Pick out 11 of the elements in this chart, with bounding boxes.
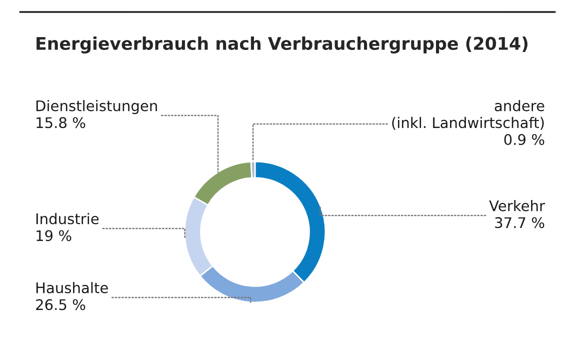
chart-title: Energieverbrauch nach Verbrauchergruppe (2014) [36,36,528,54]
data-label: 15.8 % [36,117,86,128]
slice-label: Verkehr [489,200,545,212]
data-label: 26.5 % [36,299,86,310]
data-label: 19 % [36,230,72,242]
slice-label: andere (inkl. Landwirtschaft) [392,100,544,130]
slice-label: Dienstleistungen [36,100,157,114]
slice-label: Industrie [36,213,99,224]
slice-label: Haushalte [36,282,108,294]
data-label: 0.9 % [504,134,544,146]
data-label: 37.7 % [495,217,544,228]
